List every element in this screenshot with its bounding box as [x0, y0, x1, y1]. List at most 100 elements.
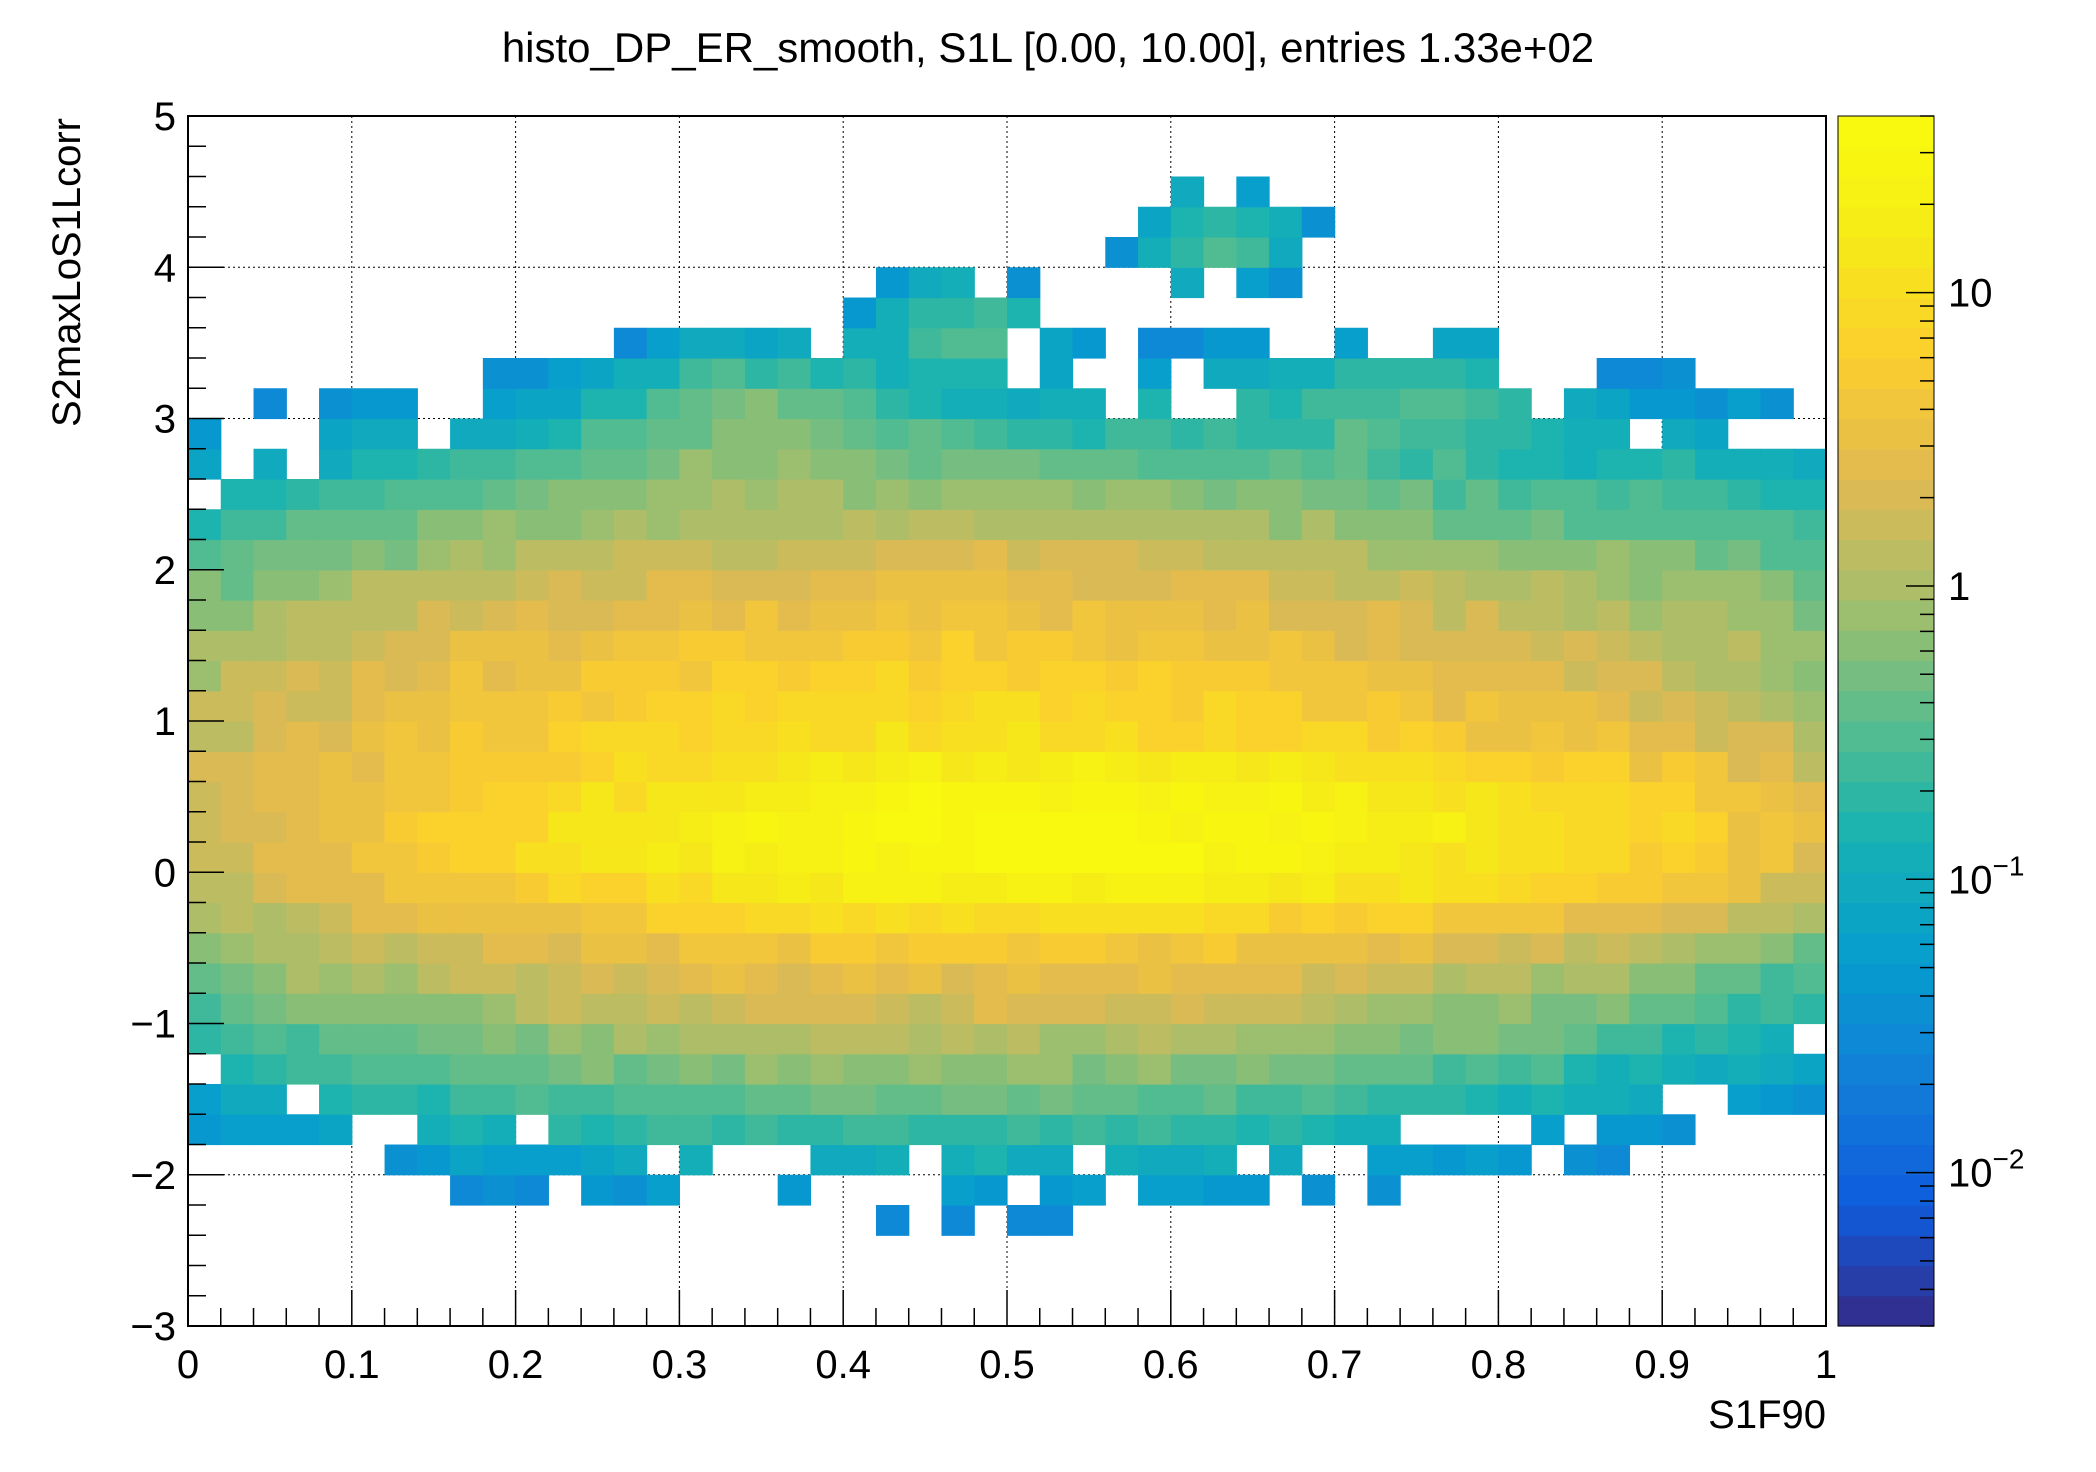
histogram-cell [1596, 418, 1631, 450]
histogram-cell [515, 690, 549, 722]
histogram-cell [613, 569, 648, 601]
colorbar-level [1838, 479, 1934, 510]
histogram-cell [843, 358, 877, 389]
histogram-cell [351, 660, 386, 692]
histogram-cell [515, 1084, 549, 1115]
histogram-cell [1629, 781, 1663, 813]
histogram-cell [1367, 569, 1401, 601]
histogram-cell [875, 1205, 910, 1236]
histogram-cell [1236, 1084, 1270, 1115]
histogram-cell [1662, 660, 1696, 692]
histogram-cell [1007, 751, 1041, 783]
histogram-cell [384, 509, 418, 541]
histogram-cell [1596, 1084, 1631, 1115]
histogram-cell [1793, 569, 1827, 601]
histogram-cell [1400, 721, 1434, 752]
histogram-cell [646, 872, 680, 904]
histogram-cell [1236, 751, 1270, 783]
histogram-cell [188, 751, 222, 783]
histogram-cell [1269, 751, 1303, 783]
histogram-cell [1105, 751, 1139, 783]
histogram-cell [1727, 932, 1762, 964]
histogram-cell [875, 327, 910, 359]
histogram-cell [1301, 1084, 1336, 1115]
histogram-cell [941, 509, 975, 541]
histogram-cell [646, 660, 680, 692]
histogram-cell [384, 388, 418, 420]
histogram-cell [744, 1084, 779, 1115]
histogram-cell [875, 811, 910, 843]
histogram-cell [351, 600, 386, 631]
histogram-cell [1203, 600, 1237, 631]
histogram-cell [384, 600, 418, 631]
histogram-cell [908, 1023, 943, 1055]
histogram-cell [1498, 448, 1532, 480]
histogram-cell [810, 418, 844, 450]
histogram-cell [941, 1084, 975, 1115]
histogram-cell [941, 1053, 975, 1085]
histogram-cell [1072, 388, 1106, 420]
histogram-cell [1531, 600, 1565, 631]
histogram-cell [1334, 872, 1368, 904]
histogram-cell [679, 630, 713, 662]
histogram-cell [843, 1053, 877, 1085]
histogram-cell [188, 721, 222, 752]
histogram-cell [417, 448, 451, 480]
histogram-cell [286, 963, 320, 994]
histogram-cell [1563, 902, 1598, 934]
colorbar-level [1838, 116, 1934, 147]
histogram-cell [286, 842, 320, 873]
histogram-cell [777, 600, 812, 631]
histogram-cell [1760, 751, 1794, 783]
histogram-cell [548, 932, 582, 964]
histogram-cell [253, 993, 287, 1025]
histogram-cell [1400, 993, 1434, 1025]
histogram-cell [188, 1114, 222, 1146]
histogram-cell [1596, 630, 1631, 662]
histogram-cell [319, 630, 353, 662]
histogram-cell [1596, 963, 1631, 994]
histogram-cell [1269, 206, 1303, 238]
histogram-cell [1727, 569, 1762, 601]
histogram-cell [286, 751, 320, 783]
histogram-cell [1367, 479, 1401, 510]
histogram-cell [1629, 963, 1663, 994]
histogram-cell [843, 1114, 877, 1146]
histogram-cell [810, 479, 844, 510]
histogram-cell [581, 842, 615, 873]
histogram-cell [1400, 539, 1434, 571]
histogram-cell [1138, 388, 1172, 420]
x-tick-label: 0.8 [1471, 1343, 1527, 1387]
histogram-cell [1760, 660, 1794, 692]
colorbar-level [1838, 327, 1934, 359]
histogram-cell [1236, 902, 1270, 934]
histogram-cell [253, 509, 287, 541]
histogram-cell [875, 1053, 910, 1085]
histogram-cell [1694, 842, 1729, 873]
histogram-cell [253, 932, 287, 964]
histogram-cell [188, 448, 222, 480]
histogram-cell [1662, 569, 1696, 601]
histogram-cell [679, 721, 713, 752]
histogram-cell [679, 479, 713, 510]
histogram-cell [1531, 660, 1565, 692]
histogram-cell [1596, 509, 1631, 541]
histogram-cell [1563, 630, 1598, 662]
histogram-cell [1727, 721, 1762, 752]
histogram-cell [1269, 811, 1303, 843]
histogram-cell [1007, 1023, 1041, 1055]
histogram-cell [1269, 509, 1303, 541]
histogram-cell [875, 297, 910, 329]
histogram-cell [1105, 993, 1139, 1025]
histogram-cell [875, 1114, 910, 1146]
histogram-cell [450, 902, 484, 934]
histogram-cell [1105, 237, 1139, 268]
histogram-cell [581, 902, 615, 934]
histogram-cell [941, 569, 975, 601]
colorbar-level [1838, 1023, 1934, 1055]
histogram-cell [581, 1114, 615, 1146]
histogram-cell [744, 1053, 779, 1085]
histogram-cell [843, 388, 877, 420]
histogram-cell [744, 660, 779, 692]
